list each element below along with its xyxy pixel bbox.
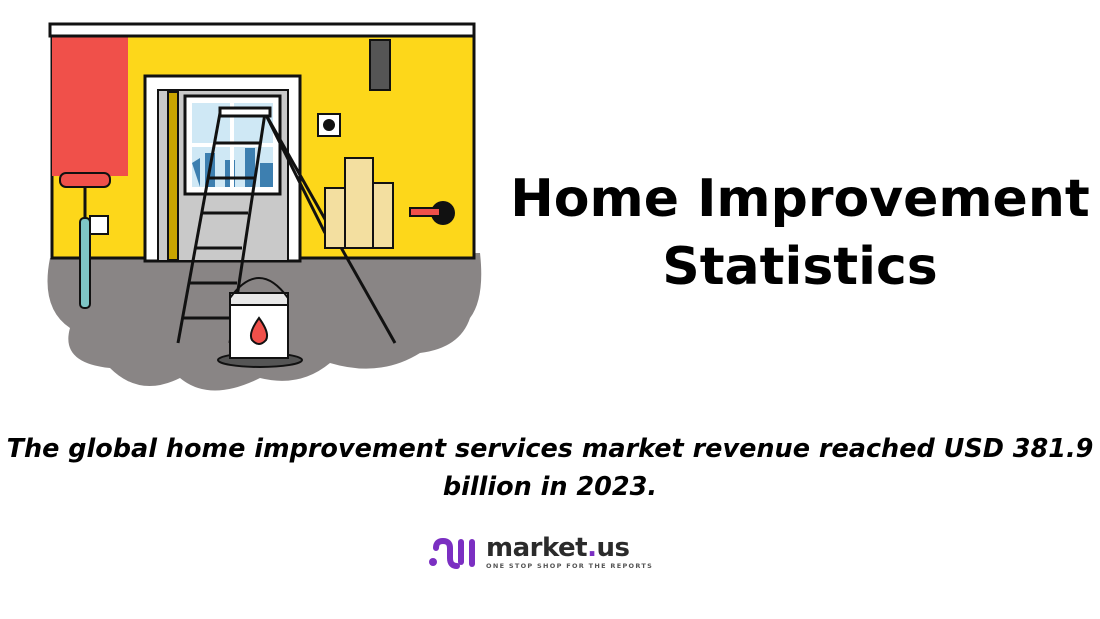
home-renovation-illustration [47, 22, 482, 391]
market-us-logo[interactable]: market.us ONE STOP SHOP FOR THE REPORTS [428, 533, 654, 570]
power-outlet [89, 215, 109, 235]
market-us-logo-icon [429, 537, 475, 569]
boxes [324, 157, 394, 249]
statistic-summary: The global home improvement services mar… [6, 434, 1094, 502]
page-title: Home Improvement Statistics [510, 169, 1090, 297]
red-painted-wall [52, 36, 128, 176]
logo-tagline: ONE STOP SHOP FOR THE REPORTS [486, 562, 654, 570]
ceiling-lamp [369, 39, 391, 91]
logo-name: market.us [486, 533, 630, 563]
ceiling-trim [48, 22, 476, 38]
paint-bucket-icon [217, 277, 303, 368]
paint-roller-icon [59, 172, 111, 309]
